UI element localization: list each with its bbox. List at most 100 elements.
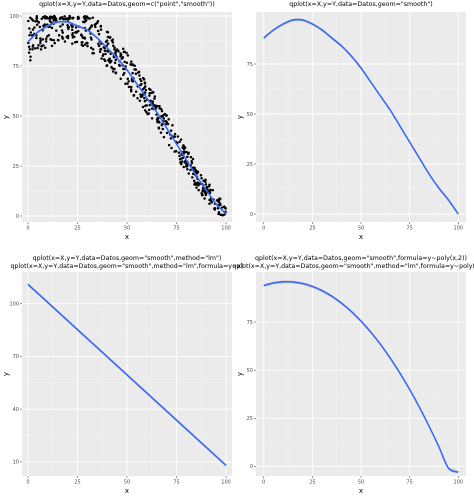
y-axis-title: y xyxy=(2,372,10,376)
data-point xyxy=(123,60,126,64)
data-point xyxy=(125,51,128,55)
data-point xyxy=(114,58,118,62)
data-point xyxy=(46,35,49,38)
data-point xyxy=(205,185,209,189)
data-point xyxy=(178,140,181,143)
data-point xyxy=(29,55,32,58)
data-point xyxy=(52,39,56,42)
data-point xyxy=(109,35,112,39)
data-point xyxy=(126,54,130,57)
smooth-line xyxy=(263,18,459,215)
data-point xyxy=(181,146,184,149)
data-point xyxy=(81,40,84,44)
data-point xyxy=(27,41,30,45)
plot-area xyxy=(263,280,459,474)
x-tick-label: 0 xyxy=(26,226,29,232)
data-point xyxy=(204,193,208,197)
data-point xyxy=(90,38,93,41)
data-point xyxy=(144,104,147,107)
y-axis-title: y xyxy=(2,115,10,119)
data-point xyxy=(177,151,181,154)
data-point xyxy=(35,36,38,40)
data-point xyxy=(154,104,158,107)
data-point xyxy=(96,29,100,33)
data-point xyxy=(185,165,188,168)
data-point xyxy=(123,71,126,75)
data-point xyxy=(151,100,155,103)
y-tick-label: 50 xyxy=(247,112,253,118)
data-point xyxy=(196,181,199,184)
y-tick-label: 75 xyxy=(13,64,19,70)
data-point xyxy=(76,17,80,21)
smooth-line xyxy=(263,280,459,473)
data-point xyxy=(60,29,64,32)
data-point xyxy=(191,157,195,161)
data-point xyxy=(178,158,182,161)
data-point xyxy=(204,183,208,186)
data-point xyxy=(158,107,161,110)
data-point xyxy=(182,150,186,153)
data-point xyxy=(99,47,103,51)
data-point xyxy=(28,27,31,30)
data-point xyxy=(119,54,122,58)
data-point xyxy=(207,185,211,188)
data-point xyxy=(129,63,133,66)
data-point xyxy=(167,143,171,147)
smooth-line xyxy=(27,20,227,215)
data-point xyxy=(193,168,196,171)
x-tick-label: 50 xyxy=(358,226,364,232)
data-point xyxy=(100,57,103,60)
data-point xyxy=(181,156,185,160)
data-point xyxy=(51,16,54,20)
data-point xyxy=(86,17,90,20)
data-point xyxy=(178,154,181,158)
data-point xyxy=(94,25,97,29)
x-tick-label: 50 xyxy=(124,226,130,232)
data-point xyxy=(84,19,88,22)
data-point xyxy=(219,197,222,201)
data-point xyxy=(56,38,60,42)
data-point xyxy=(213,208,217,211)
data-point xyxy=(130,60,133,63)
x-tick-label: 0 xyxy=(262,480,265,486)
data-point xyxy=(187,172,191,175)
data-point xyxy=(103,49,107,53)
data-point xyxy=(92,51,95,55)
data-point xyxy=(114,50,118,53)
y-tick-label: 10 xyxy=(13,460,19,466)
data-point xyxy=(201,187,205,190)
data-point xyxy=(171,124,174,127)
y-tick-label: 100 xyxy=(9,14,19,20)
x-tick-label: 25 xyxy=(74,226,80,232)
data-point xyxy=(88,26,92,30)
data-point xyxy=(208,202,211,205)
data-point xyxy=(162,117,166,120)
data-point xyxy=(189,168,192,172)
data-point xyxy=(55,29,58,32)
data-point xyxy=(70,25,74,28)
data-point xyxy=(161,127,165,131)
data-point xyxy=(163,112,167,116)
x-tick-label: 75 xyxy=(406,480,412,486)
data-point xyxy=(99,28,103,31)
data-point xyxy=(74,26,78,29)
data-point xyxy=(186,155,189,159)
data-point xyxy=(127,80,130,83)
data-point xyxy=(27,19,30,23)
y-tick-label: 25 xyxy=(247,162,253,168)
data-point xyxy=(86,41,89,45)
data-point xyxy=(201,189,204,193)
y-tick-label: 25 xyxy=(13,164,19,170)
data-point xyxy=(49,37,52,41)
data-point xyxy=(102,58,106,61)
data-point xyxy=(108,61,112,64)
data-point xyxy=(83,20,86,24)
data-point xyxy=(111,70,115,73)
x-tick-label: 0 xyxy=(262,226,265,232)
data-point xyxy=(180,162,183,166)
chart-panel-3: qplot(x=X,y=Y,data=Datos,geom="smooth",m… xyxy=(2,255,243,495)
data-point xyxy=(134,90,138,93)
data-point xyxy=(143,86,146,90)
data-point xyxy=(61,23,64,26)
data-point xyxy=(148,87,151,91)
